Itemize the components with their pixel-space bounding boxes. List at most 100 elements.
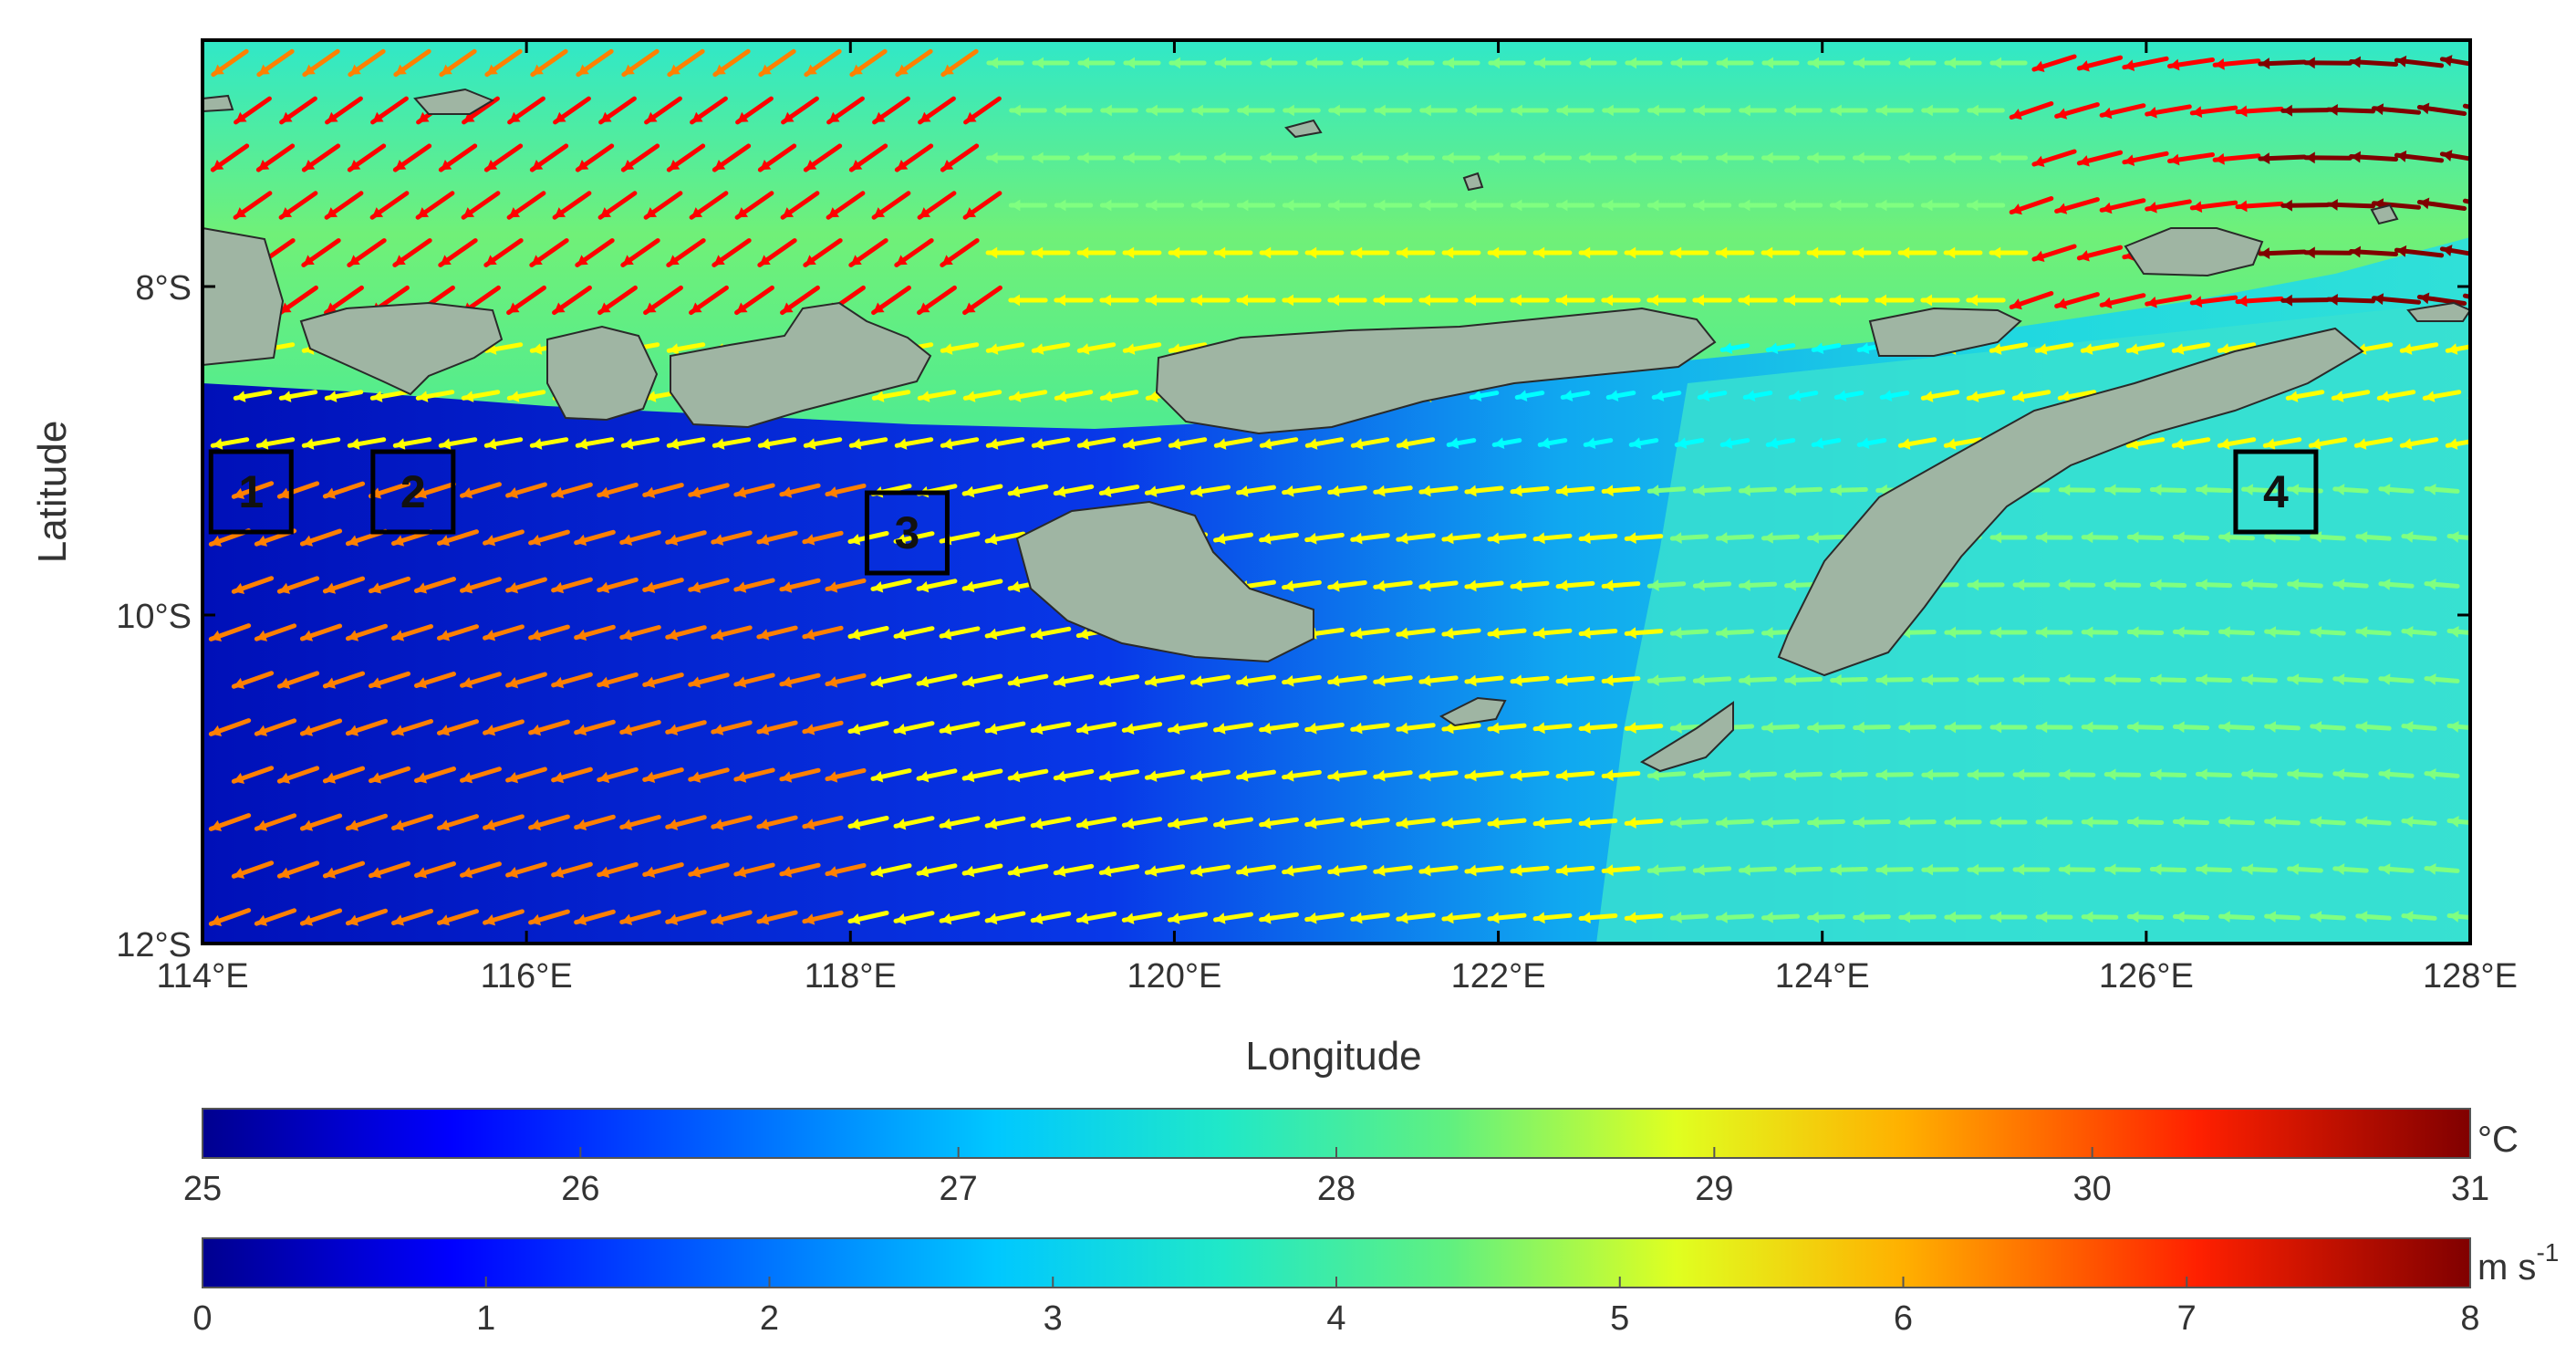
wind-arrow-head [1768,342,1779,355]
wind-arrow [370,96,409,125]
wind-arrow [1236,485,1276,497]
wind-arrow-head [598,486,610,499]
wind-arrow [2355,816,2392,828]
wind-unit-superscript: -1 [2536,1238,2559,1267]
wind-arrow-head [1329,485,1340,497]
wind-arrow [2378,863,2415,875]
wind-arrow-head [1859,342,1870,355]
wind-arrow-head [712,534,724,546]
wind-arrow [2303,246,2353,259]
wind-arrow-head [622,255,634,266]
wind-arrow [1487,627,1527,640]
wind-arrow-head [1375,769,1386,782]
wind-arrow-head [1604,769,1614,782]
wind-arrow-head [1786,768,1796,781]
north-islet-6 [2406,301,2470,322]
wind-arrow-head [2079,250,2090,262]
wind-arrow-head [370,582,382,594]
wind-arrow-head [1079,438,1090,450]
wind-arrow [2424,484,2460,495]
wind-arrow-head [1968,294,1978,307]
wind-arrow-head [1968,673,1979,686]
wind-arrow [2378,484,2415,495]
wind-arrow [1697,390,1728,402]
wind-arrow-head [1718,912,1728,923]
wind-arrow [1989,721,2028,734]
wind-arrow-head [2288,391,2299,402]
wind-arrow-head [370,772,382,784]
wind-arrow-head [872,770,884,783]
wind-arrow-head [1443,722,1454,735]
wind-arrow-head [463,111,475,122]
wind-arrow-head [1695,769,1705,781]
wind-arrow-head [874,111,886,122]
wind-arrow [1555,769,1595,782]
wind-arrow [1555,294,1595,307]
wind-arrow-head [1489,532,1500,545]
wind-arrow [1487,817,1527,829]
wind-arrow [1396,151,1436,164]
wind-arrow [483,143,524,172]
wind-arrow-head [327,111,338,122]
wind-arrow-head [736,302,748,313]
wind-arrow [1304,532,1345,545]
wind-arrow [301,437,341,450]
lat-tick-label: 12°S [116,926,192,965]
wind-arrow-head [2380,579,2391,590]
wind-arrow-head [1900,246,1910,259]
wind-arrow [276,576,320,594]
wind-arrow-head [439,819,451,831]
wind-arrow-head [211,630,223,642]
wind-arrow-head [941,628,952,641]
wind-arrow-head [416,487,428,499]
wind-arrow [1806,246,1846,259]
wind-arrow-head [872,865,884,878]
wind-arrow-head [1946,246,1956,259]
wind-arrow-head [1745,390,1756,402]
wind-arrow [1441,246,1481,259]
wind-arrow [1532,912,1573,924]
wind-arrow-head [2015,673,2025,686]
wind-arrow-head [1535,627,1545,640]
wind-arrow [1761,246,1801,259]
wind-arrow-head [2061,863,2071,876]
wind-arrow [505,672,547,689]
wind-arrow-head [509,391,520,402]
wind-arrow [1579,57,1617,69]
wind-arrow-head [964,302,976,313]
north-islet-4 [1462,172,1484,192]
wind-arrow-head [1626,151,1636,164]
wind-arrow [1488,57,1526,69]
wind-arrow-head [1604,104,1614,117]
wind-arrow [1624,246,1664,259]
wind-arrow-head [1877,768,1888,781]
wind-arrow-head [1535,151,1545,164]
wind-arrow [1169,57,1207,69]
wind-arrow-head [2011,109,2022,120]
wind-arrow [1007,863,1049,878]
wind-arrow [1191,104,1230,117]
wind-arrow [324,285,364,316]
wind-arrow-head [1216,438,1227,450]
wind-arrow [1464,864,1504,877]
wind-arrow-head [2357,721,2368,733]
wind-arrow [279,96,317,125]
wind-arrow [870,863,912,878]
wind-arrow-head [2061,673,2071,686]
wind-arrow [1510,199,1550,212]
wind-arrow [348,48,386,78]
wind-arrow [2424,673,2460,685]
wind-arrow [1943,437,1983,450]
wind-arrow [2125,342,2166,355]
wind-arrow [779,483,821,498]
wind-arrow [665,910,707,925]
wind-arrow-head [531,255,543,266]
wind-arrow-head [1353,246,1363,259]
wind-arrow [276,671,320,689]
wind-arrow-head [1329,294,1339,307]
wind-arrow [211,48,249,78]
wind-arrow-head [1376,104,1386,117]
wind-arrow-head [2266,626,2277,639]
wind-arrow-head [1695,579,1705,591]
wind-arrow [1260,57,1298,69]
